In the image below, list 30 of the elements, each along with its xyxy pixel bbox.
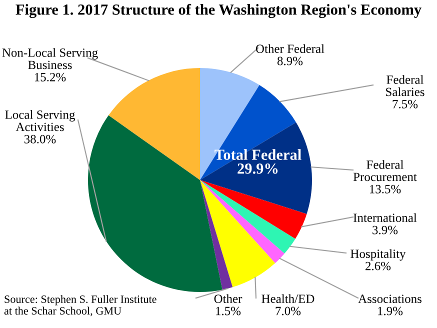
slice-label: Federal Salaries	[386, 75, 424, 96]
slice-label: Hospitality	[350, 249, 406, 261]
data-label: 7.5%	[392, 100, 418, 108]
pie-slice	[200, 180, 233, 290]
pie-slice	[200, 122, 312, 214]
data-label: 15.2%	[34, 72, 66, 82]
pie-slice	[200, 180, 284, 264]
data-label: 2.6%	[366, 262, 391, 270]
pie-slice	[200, 180, 296, 254]
pie-slice	[108, 68, 200, 180]
slice-label: Federal Procurement	[353, 160, 417, 182]
data-label: 1.9%	[378, 306, 403, 316]
data-label: 1.5%	[216, 306, 241, 316]
slice-label: Other Federal	[256, 44, 324, 54]
text: Total Federal 29.9%	[214, 149, 302, 174]
pie-slice	[200, 180, 276, 288]
data-label: 7.0%	[276, 306, 301, 316]
data-label: 13.5%	[370, 184, 401, 194]
chart-title: Figure 1. 2017 Structure of the Washington Region's Economy	[16, 4, 422, 18]
slice-label: Local Serving Activities	[5, 110, 75, 132]
data-label: 3.9%	[372, 226, 398, 234]
slice-label: Non-Local Serving Business	[2, 48, 98, 70]
pie-slice	[200, 180, 307, 239]
slice-label: Health/ED	[262, 294, 314, 304]
data-label: 8.9%	[277, 56, 303, 66]
data-label: 38.0%	[24, 134, 56, 144]
source-note: Source: Stephen S. Fuller Institute at the Schar School, GMU	[4, 295, 156, 316]
slice-label: Associations	[358, 294, 422, 304]
slice-label: International	[354, 213, 417, 222]
slice-label: Other	[214, 294, 242, 304]
